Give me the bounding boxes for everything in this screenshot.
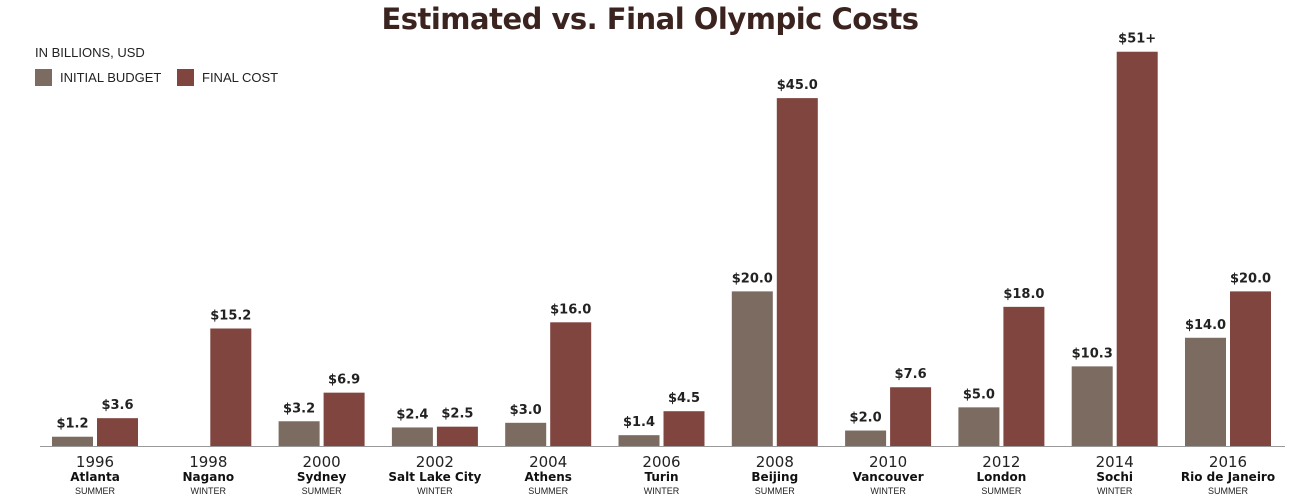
tick-year-2012: 2012 — [982, 453, 1020, 471]
tick-season-2014: WINTER — [1097, 486, 1133, 496]
tick-city-2004: Athens — [525, 470, 572, 484]
value-label-initial-2006: $1.4 — [623, 415, 655, 430]
bar-final-2010 — [890, 387, 932, 446]
bar-initial-2006 — [618, 435, 660, 446]
value-label-initial-2004: $3.0 — [510, 403, 542, 418]
tick-year-1998: 1998 — [189, 453, 227, 471]
tick-city-1996: Atlanta — [70, 470, 120, 484]
bar-final-2004 — [550, 322, 592, 446]
bar-initial-2012 — [958, 407, 1000, 446]
bar-initial-1996 — [52, 436, 93, 446]
value-label-initial-2012: $5.0 — [963, 387, 995, 402]
tick-season-2010: WINTER — [870, 486, 906, 496]
tick-city-2000: Sydney — [297, 470, 347, 484]
value-label-final-2016: $20.0 — [1230, 271, 1271, 286]
tick-city-2008: Beijing — [751, 470, 798, 484]
bar-initial-2014 — [1071, 366, 1113, 446]
value-label-initial-2008: $20.0 — [732, 271, 773, 286]
tick-season-2008: SUMMER — [755, 486, 795, 496]
tick-city-1998: Nagano — [182, 470, 234, 484]
tick-year-2010: 2010 — [869, 453, 907, 471]
value-label-final-2008: $45.0 — [777, 78, 818, 93]
bar-final-1996 — [97, 418, 138, 446]
tick-year-2016: 2016 — [1209, 453, 1247, 471]
value-label-initial-2010: $2.0 — [850, 411, 882, 426]
bar-initial-2016 — [1185, 337, 1226, 446]
tick-season-2002: WINTER — [417, 486, 453, 496]
bar-final-2014 — [1116, 51, 1158, 446]
value-label-final-2012: $18.0 — [1003, 287, 1044, 302]
value-label-initial-2000: $3.2 — [283, 401, 315, 416]
legend-label-final: FINAL COST — [202, 70, 279, 85]
value-label-initial-2016: $14.0 — [1185, 318, 1226, 333]
tick-city-2010: Vancouver — [853, 470, 924, 484]
value-label-final-1996: $3.6 — [101, 398, 133, 413]
bar-initial-2010 — [845, 430, 887, 446]
legend-item-initial: INITIAL BUDGET — [35, 69, 161, 86]
bar-final-2008 — [776, 98, 818, 446]
tick-season-2012: SUMMER — [981, 486, 1021, 496]
value-label-final-2014: $51+ — [1118, 32, 1156, 47]
tick-year-2004: 2004 — [529, 453, 567, 471]
tick-season-1996: SUMMER — [75, 486, 115, 496]
tick-year-2006: 2006 — [642, 453, 680, 471]
bar-final-2016 — [1230, 291, 1271, 446]
bar-final-2012 — [1003, 306, 1045, 446]
legend: INITIAL BUDGET FINAL COST — [35, 69, 290, 89]
value-label-final-2000: $6.9 — [328, 373, 360, 388]
tick-city-2006: Turin — [645, 470, 679, 484]
value-label-initial-1996: $1.2 — [56, 417, 88, 432]
tick-year-2014: 2014 — [1096, 453, 1134, 471]
legend-swatch-final — [177, 69, 194, 86]
value-label-final-2002: $2.5 — [441, 407, 473, 422]
bar-initial-2008 — [731, 291, 773, 446]
tick-city-2012: London — [976, 470, 1026, 484]
value-label-final-2006: $4.5 — [668, 391, 700, 406]
value-label-final-1998: $15.2 — [210, 308, 251, 323]
tick-year-2008: 2008 — [756, 453, 794, 471]
bar-final-2006 — [663, 411, 705, 446]
bar-final-1998 — [210, 328, 252, 446]
legend-label-initial: INITIAL BUDGET — [60, 70, 162, 85]
tick-year-2002: 2002 — [416, 453, 454, 471]
value-label-initial-2002: $2.4 — [396, 407, 428, 422]
tick-season-2006: WINTER — [644, 486, 680, 496]
tick-city-2014: Sochi — [1096, 470, 1133, 484]
bar-final-2002 — [436, 426, 478, 446]
bar-final-2000 — [323, 392, 365, 446]
unit-label: IN BILLIONS, USD — [35, 45, 145, 60]
legend-swatch-initial — [35, 69, 52, 86]
tick-city-2016: Rio de Janeiro — [1181, 470, 1275, 484]
chart-title: Estimated vs. Final Olympic Costs — [381, 2, 919, 36]
tick-season-2004: SUMMER — [528, 486, 568, 496]
bar-initial-2002 — [391, 427, 433, 446]
bar-initial-2000 — [278, 421, 320, 446]
tick-season-2000: SUMMER — [302, 486, 342, 496]
tick-year-1996: 1996 — [76, 453, 114, 471]
tick-year-2000: 2000 — [303, 453, 341, 471]
value-label-final-2010: $7.6 — [895, 367, 927, 382]
tick-city-2002: Salt Lake City — [388, 470, 481, 484]
tick-season-2016: SUMMER — [1208, 486, 1248, 496]
value-label-final-2004: $16.0 — [550, 302, 591, 317]
value-label-initial-2014: $10.3 — [1072, 346, 1113, 361]
legend-item-final: FINAL COST — [177, 69, 278, 86]
tick-season-1998: WINTER — [191, 486, 227, 496]
bar-initial-2004 — [505, 422, 547, 446]
